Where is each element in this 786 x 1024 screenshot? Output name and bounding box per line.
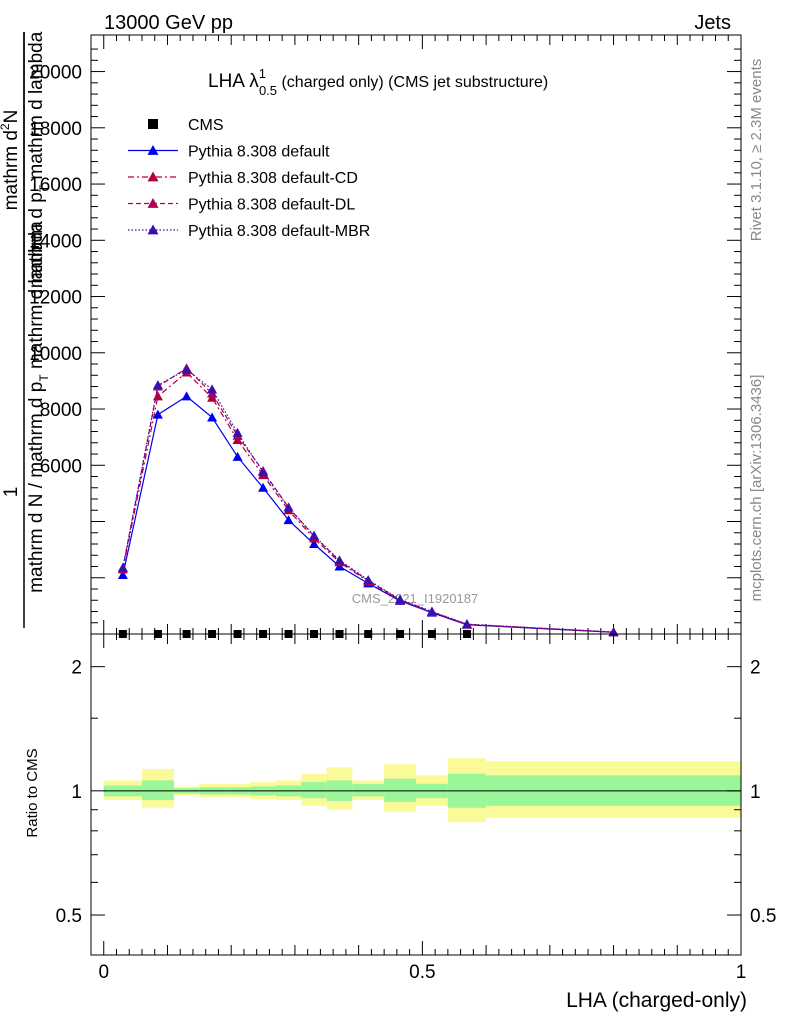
legend-label: Pythia 8.308 default-MBR (188, 223, 370, 240)
y-label-unity: 1 (1, 487, 22, 498)
y-tick-label: 18000 (29, 119, 82, 140)
ratio-stat-band (141, 780, 174, 801)
x-tick-label: 0.5 (409, 962, 435, 983)
legend-label: CMS (188, 117, 224, 134)
ratio-y-tick-label-left: 2 (71, 658, 82, 679)
series-marker (334, 555, 345, 565)
chart-title: LHA λ1 0.5 (charged only) (CMS jet substr… (208, 66, 548, 98)
series-marker (258, 467, 269, 477)
series-marker (232, 427, 243, 437)
series-marker (283, 515, 294, 525)
rivet-label: Rivet 3.1.10, ≥ 2.3M events (748, 59, 765, 242)
ratio-y-tick-label-right: 1 (750, 782, 761, 803)
series-marker (258, 482, 269, 492)
y-label-full: mathrm d N / mathrm d pT mathrm d lambda (26, 221, 51, 593)
legend-label: Pythia 8.308 default-CD (188, 170, 358, 187)
y-label-den-1: mathrm d p (26, 192, 47, 288)
series-marker (152, 380, 163, 390)
ratio-y-label: Ratio to CMS (24, 748, 41, 837)
y-tick-label: 10000 (29, 344, 82, 365)
y-tick-label: 16000 (29, 175, 82, 196)
legend-label: Pythia 8.308 default-DL (188, 197, 355, 214)
ratio-panel: 0.5 0.51 12 2 0 0.5 1 Ratio to CMS LHA (charg… (24, 633, 777, 1012)
legend-marker (147, 198, 159, 208)
x-axis-label: LHA (charged-only) (566, 989, 747, 1012)
series-marker (395, 594, 406, 604)
y-label-full-part2: mathrm d lambda (26, 221, 47, 375)
legend-label: Pythia 8.308 default (188, 144, 330, 161)
main-x-axis (103, 35, 742, 634)
y-label-den-sub: T (37, 184, 51, 192)
y-tick-label: 20000 (29, 63, 82, 84)
x-tick-label: 1 (736, 962, 747, 983)
ratio-y-tick-label-left: 0.5 (56, 906, 82, 927)
legend-marker (147, 145, 159, 155)
series-marker (117, 569, 128, 579)
series-marker (117, 562, 128, 572)
series-marker (309, 539, 320, 549)
legend-marker (147, 224, 159, 235)
series-marker (207, 412, 218, 422)
ratio-y-axis: 0.5 0.5 1 1 2 2 (56, 658, 777, 927)
ratio-y-tick-label-left: 1 (71, 782, 82, 803)
series-marker (152, 391, 163, 401)
ratio-stat-band (352, 783, 385, 797)
chart-title-main: LHA λ (208, 71, 259, 92)
y-label-numerator: mathrm d2N (0, 110, 22, 211)
main-series-group (117, 363, 619, 638)
ratio-y-tick-label-right: 2 (750, 658, 761, 679)
ratio-y-tick-label-right: 0.5 (750, 906, 776, 927)
series-marker (426, 606, 437, 616)
series-marker (363, 575, 374, 585)
series-marker (309, 530, 320, 540)
chart-title-sup: 1 (259, 66, 266, 81)
analysis-watermark: CMS_2021_I1920187 (352, 591, 479, 606)
series-line (122, 371, 614, 633)
main-y-label: 1 mathrm d N / mathrm d pT mathrm d lamb… (0, 31, 51, 628)
ratio-stat-band (384, 778, 416, 802)
legend-marker-cms (148, 119, 158, 129)
ratio-x-axis: 0 0.5 1 (98, 634, 746, 983)
series-marker (283, 502, 294, 512)
y-tick-label: 6000 (40, 456, 82, 477)
legend-marker (147, 171, 159, 182)
ratio-stat-band (301, 782, 327, 799)
y-label-full-part1: mathrm d N / mathrm d p (26, 382, 47, 593)
y-tick-label: 14000 (29, 231, 82, 252)
y-label-denominator: mathrm d pT mathrm d lambda (26, 31, 51, 288)
y-label-full-sub: T (37, 374, 51, 382)
chart-title-rest: (charged only) (CMS jet substructure) (277, 74, 548, 91)
ratio-bands (103, 758, 741, 823)
y-tick-label: 8000 (40, 400, 82, 421)
y-label-den-2: mathrm d lambda (26, 31, 47, 185)
mcplots-label: mcplots.cern.ch [arXiv:1306.3436] (748, 375, 765, 602)
legend: CMS Pythia 8.308 default Pythia 8.308 defa… (128, 117, 370, 240)
x-tick-label: 0 (98, 962, 109, 983)
header-right-label: Jets (694, 12, 731, 34)
series-marker (207, 384, 218, 394)
y-label-num-2: N (1, 110, 22, 124)
y-tick-label: 12000 (29, 288, 82, 309)
y-label-num-sup: 2 (0, 123, 12, 130)
series-marker (461, 619, 472, 629)
chart-title-sub: 0.5 (259, 83, 277, 98)
ratio-frame (90, 633, 742, 956)
main-y-axis: 6000 8000 10000 12000 14000 16000 18000 20000 (29, 48, 741, 635)
main-panel: 6000 8000 10000 12000 14000 16000 18000 20000 L… (0, 31, 742, 638)
series-marker (181, 364, 192, 374)
series-marker (152, 409, 163, 419)
header-left-label: 13000 GeV pp (104, 12, 233, 34)
series-marker (181, 391, 192, 401)
y-label-num-1: mathrm d (1, 130, 22, 210)
series-marker (232, 451, 243, 461)
